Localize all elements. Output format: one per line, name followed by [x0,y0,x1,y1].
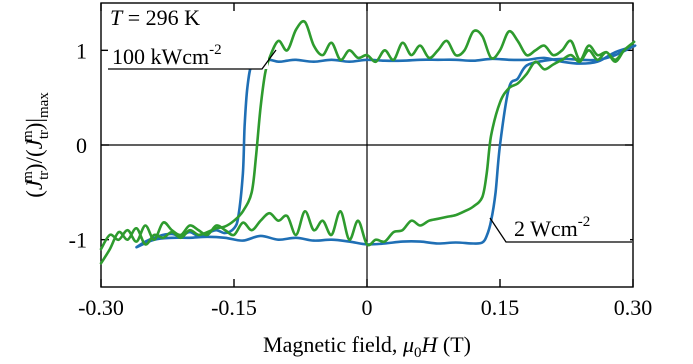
y-tick-label: 0 [76,133,87,158]
axis-ticks: -0.30 -0.15 0 0.15 0.30 -1 0 1 [69,3,653,320]
x-tick-label: -0.30 [78,295,124,320]
x-tick-label: 0.30 [614,295,653,320]
high-intensity-label: 100 kWcm-2 [112,42,222,69]
series-line-blue [135,44,637,249]
x-tick-label: 0.15 [481,295,520,320]
temperature-annotation: T = 296 K [110,5,200,30]
low-intensity-label: 2 Wcm-2 [514,214,590,241]
y-tick-label: -1 [69,228,87,253]
y-tick-label: 1 [76,38,87,63]
low-intensity-leader [489,217,632,243]
annotation-layer: T = 296 K 100 kWcm-2 2 Wcm-2 [108,5,632,243]
zero-lines [101,3,633,287]
x-axis-label: Magnetic field, μ0H (T) [263,332,471,361]
label-background [510,215,630,241]
x-tick-label: -0.15 [211,295,257,320]
x-tick-label: 0 [362,295,373,320]
label-background [108,43,268,69]
high-intensity-leader [108,49,277,70]
y-axis-label: (Jtrm)/(Jtrm)|max [20,92,52,198]
svg-text:(Jtrm)/(Jtrm)|max: (Jtrm)/(Jtrm)|max [20,92,52,198]
